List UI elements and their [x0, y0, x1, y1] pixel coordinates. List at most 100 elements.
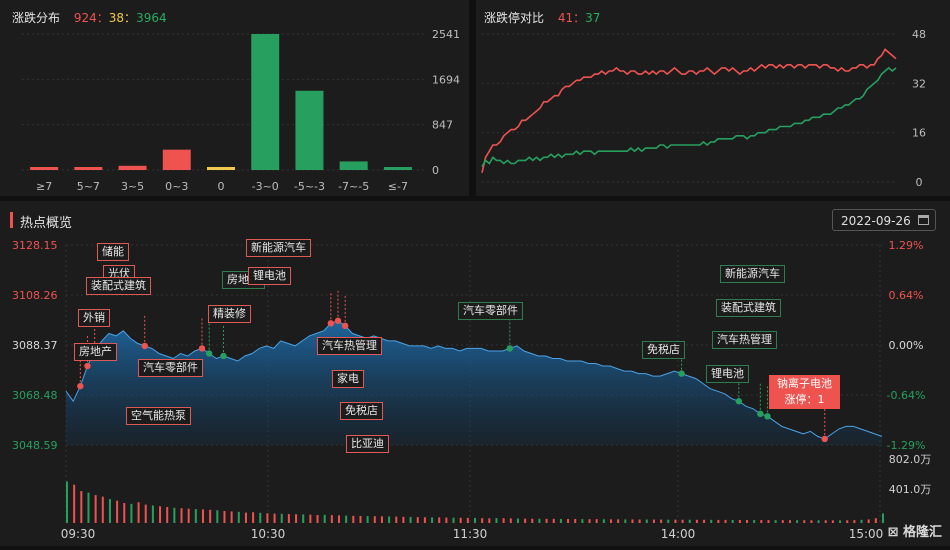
- y-tick-right: 0.64%: [889, 289, 924, 302]
- volume-bar: [73, 484, 76, 523]
- hotspot-tag[interactable]: 空气能热泵: [126, 407, 191, 425]
- event-marker: [821, 435, 828, 443]
- flat-count: 38: [108, 11, 125, 25]
- hotspot-tag[interactable]: 免税店: [642, 341, 685, 359]
- volume-bar: [831, 520, 834, 523]
- volume-bar: [180, 508, 183, 523]
- y-tick-label: 1694: [432, 73, 460, 86]
- volume-bar: [788, 520, 791, 523]
- volume-bar: [323, 514, 326, 523]
- volume-bar: [753, 520, 756, 523]
- highlight-name: 钠离子电池: [777, 377, 832, 390]
- hotspot-tag[interactable]: 汽车零部件: [458, 302, 523, 320]
- bar: [295, 90, 324, 170]
- volume-bar: [295, 514, 298, 523]
- volume-bar: [581, 519, 584, 523]
- volume-bar: [237, 511, 240, 523]
- event-marker: [220, 352, 227, 360]
- hotspot-tag[interactable]: 精装修: [208, 305, 251, 323]
- volume-bar: [588, 519, 591, 523]
- volume-bar: [731, 519, 734, 523]
- hotspot-tag[interactable]: 新能源汽车: [720, 265, 785, 283]
- x-tick-label: 15:00: [849, 527, 884, 541]
- volume-bar: [459, 517, 462, 523]
- event-marker: [327, 320, 335, 327]
- volume-tick: 802.0万: [889, 453, 932, 466]
- bar: [118, 165, 147, 170]
- volume-bar: [373, 516, 376, 523]
- event-marker: [341, 322, 349, 330]
- hotspot-tag[interactable]: 装配式建筑: [86, 277, 151, 295]
- volume-bar: [402, 516, 405, 523]
- volume-bar: [803, 520, 806, 523]
- volume-bar: [846, 520, 849, 523]
- volume-bar: [144, 504, 147, 523]
- ratio-title: 涨跌停对比: [484, 11, 545, 25]
- hotspot-tag[interactable]: 房地产: [74, 343, 117, 361]
- separator-3: ：: [573, 11, 586, 25]
- hotspot-tag[interactable]: 储能: [97, 243, 129, 261]
- hotspot-tag[interactable]: 免税店: [340, 402, 383, 420]
- date-picker[interactable]: 2022-09-26: [832, 209, 936, 231]
- hotspot-tag[interactable]: 汽车热管理: [712, 331, 777, 349]
- hotspot-tag[interactable]: 锂电池: [706, 365, 749, 383]
- volume-bar: [252, 512, 255, 523]
- hotspot-tag[interactable]: 装配式建筑: [716, 299, 781, 317]
- x-tick-label: 0: [218, 180, 225, 193]
- volume-bar: [409, 516, 412, 523]
- hotspot-tag[interactable]: 比亚迪: [346, 435, 389, 453]
- y-tick-left: 3108.26: [12, 289, 58, 302]
- distribution-bar-chart: 2541 1694 847 0 ≥7 5~7 3~5 0~3 0 -3~0 -5~-3 -7~-5 ≤-…: [22, 28, 460, 193]
- x-tick-label: ≥7: [36, 180, 52, 193]
- x-tick-label: 14:00: [661, 527, 696, 541]
- highlight-detail: 涨停：1: [784, 393, 825, 406]
- volume-bar: [817, 520, 820, 523]
- volume-bar: [445, 517, 448, 523]
- volume-bar: [674, 519, 677, 523]
- volume-bar: [166, 507, 169, 523]
- hotspot-tag[interactable]: 锂电池: [248, 267, 291, 285]
- y-tick-label: 0: [916, 176, 923, 189]
- volume-bar: [187, 508, 190, 523]
- volume-bar: [230, 511, 233, 523]
- hotspot-tag[interactable]: 新能源汽车: [246, 239, 311, 257]
- limit-ratio-panel: 涨跌停对比 41：37 48 32 16 0: [476, 0, 950, 196]
- hotspot-title: 热点概览: [20, 216, 73, 231]
- volume-bar: [137, 502, 140, 523]
- hotspot-tag[interactable]: 外销: [78, 309, 110, 327]
- hotspot-tag[interactable]: 汽车热管理: [317, 337, 382, 355]
- ratio-header: 涨跌停对比 41：37: [484, 9, 600, 26]
- event-marker: [735, 398, 743, 405]
- x-tick-label: 3~5: [121, 180, 144, 193]
- volume-bar: [388, 516, 391, 523]
- volume-bar: [452, 517, 455, 523]
- volume-bar: [151, 505, 154, 523]
- event-marker: [764, 413, 771, 420]
- volume-bar: [882, 513, 884, 523]
- volume-bar: [652, 519, 655, 523]
- volume-tick: 401.0万: [889, 483, 932, 496]
- volume-bar: [538, 518, 541, 523]
- hotspot-tag[interactable]: 家电: [332, 370, 364, 388]
- volume-bar: [87, 492, 90, 523]
- volume-bar: [688, 519, 691, 523]
- volume-bar: [746, 519, 748, 523]
- calendar-icon[interactable]: [918, 215, 929, 225]
- event-marker: [678, 370, 685, 377]
- y-tick-label: 2541: [432, 28, 460, 41]
- hotspot-tag[interactable]: 汽车零部件: [138, 359, 203, 377]
- volume-bar: [130, 503, 133, 523]
- volume-bar: [202, 509, 204, 523]
- volume-bar: [717, 519, 720, 523]
- series-line-down: [481, 66, 897, 168]
- bar: [74, 167, 103, 170]
- y-tick-left: 3128.15: [12, 239, 58, 252]
- volume-bar: [359, 515, 362, 523]
- volume-bar: [667, 519, 670, 523]
- y-tick-label: 847: [432, 119, 453, 132]
- volume-bar: [660, 519, 663, 523]
- index-area-chart: 3128.15 1.29% 3108.26 0.64% 3088.37 0.00% 3068…: [12, 239, 932, 541]
- volume-bar: [631, 519, 634, 523]
- volume-bar: [724, 519, 727, 523]
- limit-down-count: 37: [585, 11, 601, 25]
